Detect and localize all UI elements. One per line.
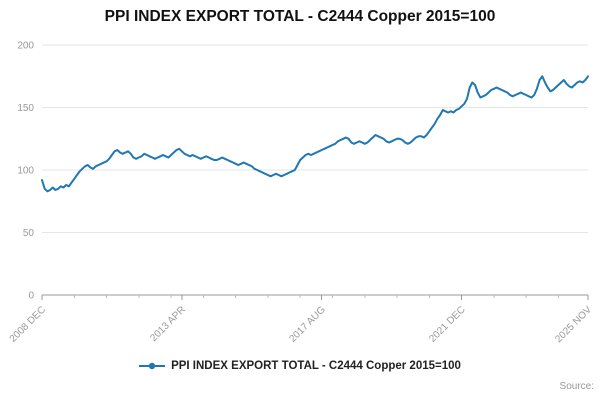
legend-dot (148, 362, 156, 370)
x-tick-label: 2025 NOV (553, 304, 594, 345)
x-tick-label: 2008 DEC (8, 304, 48, 344)
series-line (41, 75, 589, 193)
line-marker-icon (139, 362, 166, 370)
y-tick-label: 150 (17, 103, 34, 114)
y-tick-label: 200 (17, 41, 34, 52)
source-label: Source: (559, 381, 594, 392)
y-tick-label: 50 (23, 228, 35, 239)
x-tick-label: 2017 AUG (287, 304, 328, 345)
x-tick-label: 2021 DEC (427, 304, 467, 344)
legend-item[interactable]: PPI INDEX EXPORT TOTAL - C2444 Copper 20… (139, 360, 461, 372)
chart-title: PPI INDEX EXPORT TOTAL - C2444 Copper 20… (104, 8, 496, 25)
legend-label: PPI INDEX EXPORT TOTAL - C2444 Copper 20… (171, 360, 461, 372)
y-tick-label: 100 (17, 166, 34, 177)
legend: PPI INDEX EXPORT TOTAL - C2444 Copper 20… (0, 360, 600, 372)
x-tick-label: 2013 APR (148, 304, 188, 344)
y-tick-label: 0 (28, 291, 34, 302)
